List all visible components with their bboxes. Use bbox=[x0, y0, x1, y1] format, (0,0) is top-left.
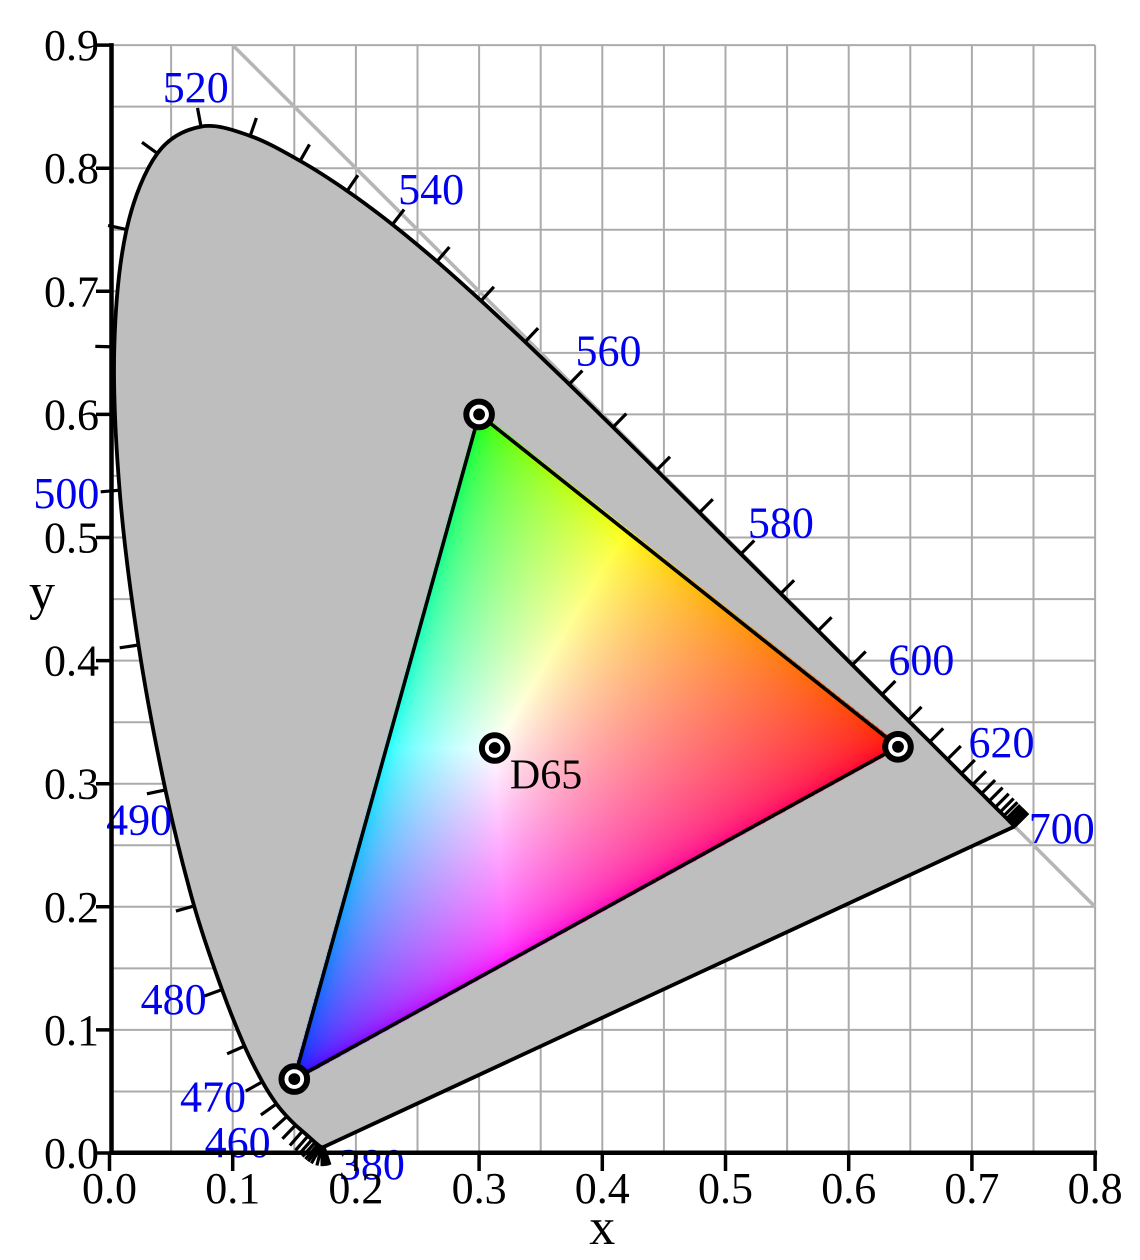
wavelength-tick bbox=[946, 744, 962, 761]
wavelength-tick bbox=[816, 616, 833, 632]
wavelength-tick bbox=[655, 455, 672, 472]
x-axis-tick-label: 0.2 bbox=[328, 1164, 383, 1213]
wavelength-tick bbox=[1002, 801, 1019, 817]
wavelength-tick bbox=[435, 245, 451, 263]
wavelength-tick bbox=[119, 643, 139, 650]
wavelength-tick bbox=[994, 792, 1010, 809]
y-axis-title: y bbox=[29, 564, 55, 621]
x-axis-title: x bbox=[589, 1199, 615, 1256]
y-axis-tick-label: 0.6 bbox=[44, 390, 99, 439]
wavelength-tick bbox=[271, 1115, 288, 1131]
wavelength-label-540: 540 bbox=[398, 165, 464, 214]
wavelength-tick bbox=[345, 174, 360, 192]
x-axis-tick-label: 0.6 bbox=[821, 1164, 876, 1213]
y-axis-tick-label: 0.1 bbox=[44, 1006, 99, 1055]
wavelength-tick bbox=[568, 369, 584, 386]
x-axis-tick-label: 0.3 bbox=[452, 1164, 507, 1213]
wavelength-tick bbox=[226, 1044, 246, 1056]
green-primary-marker-dot bbox=[473, 408, 485, 421]
wavelength-tick bbox=[479, 285, 496, 302]
x-axis-tick-label: 0.4 bbox=[575, 1164, 630, 1213]
green-primary-marker bbox=[463, 398, 495, 431]
wavelength-tick bbox=[294, 1134, 310, 1152]
y-axis-tick-label: 0.4 bbox=[44, 637, 99, 686]
wavelength-tick bbox=[195, 107, 203, 127]
wavelength-tick bbox=[880, 679, 897, 696]
y-axis-tick-label: 0.5 bbox=[44, 514, 99, 563]
srgb-triangle-outline bbox=[291, 411, 902, 1083]
wavelength-label-620: 620 bbox=[969, 718, 1035, 767]
wavelength-tick bbox=[245, 1080, 264, 1093]
d65-white-point-marker-dot bbox=[488, 742, 501, 754]
red-primary-marker bbox=[882, 731, 914, 763]
y-axis-tick-label: 0.0 bbox=[44, 1129, 99, 1178]
wavelength-label-600: 600 bbox=[888, 635, 954, 684]
locus-ticks bbox=[95, 107, 1030, 1167]
wavelength-label-700: 700 bbox=[1029, 804, 1095, 853]
wavelength-label-580: 580 bbox=[748, 499, 814, 548]
wavelength-tick bbox=[1005, 803, 1022, 820]
wavelength-tick bbox=[259, 1102, 278, 1117]
wavelength-tick bbox=[980, 778, 997, 795]
wavelength-tick bbox=[315, 1146, 324, 1166]
wavelength-tick bbox=[960, 758, 976, 775]
wavelength-tick bbox=[999, 797, 1015, 814]
wavelength-tick bbox=[779, 579, 796, 595]
wavelength-tick bbox=[391, 208, 406, 226]
wavelength-tick bbox=[203, 988, 223, 998]
red-primary-marker-dot bbox=[892, 740, 904, 753]
wavelength-tick bbox=[523, 327, 540, 343]
wavelength-tick bbox=[928, 727, 945, 743]
wavelength-tick bbox=[281, 1123, 297, 1140]
x-axis-tick-label: 0.5 bbox=[698, 1164, 753, 1213]
y-axis-tick-label: 0.9 bbox=[44, 21, 99, 70]
d65-label: D65 bbox=[510, 753, 582, 799]
wavelength-label-480: 480 bbox=[141, 975, 207, 1024]
wavelength-tick bbox=[146, 788, 166, 796]
wavelength-label-380: 380 bbox=[339, 1140, 405, 1189]
wavelength-tick bbox=[298, 143, 311, 162]
d65-white-point-marker bbox=[478, 732, 511, 764]
wavelength-label-470: 470 bbox=[180, 1072, 246, 1121]
wavelength-label-560: 560 bbox=[576, 326, 642, 375]
axis-ticks bbox=[96, 43, 1097, 1171]
wavelength-tick bbox=[175, 904, 195, 913]
y-axis-tick-label: 0.2 bbox=[44, 883, 99, 932]
blue-primary-marker bbox=[278, 1063, 311, 1095]
wavelength-label-500: 500 bbox=[33, 469, 99, 518]
wavelength-tick bbox=[906, 705, 923, 722]
x-axis-tick-label: 0.0 bbox=[82, 1164, 137, 1213]
x-axis-tick-label: 0.7 bbox=[944, 1164, 999, 1213]
y-axis-tick-label: 0.7 bbox=[44, 267, 99, 316]
wavelength-label-490: 490 bbox=[106, 795, 172, 844]
wavelength-tick bbox=[1007, 806, 1024, 822]
wavelength-tick bbox=[987, 786, 1004, 803]
wavelength-tick bbox=[141, 141, 159, 155]
wavelength-label-460: 460 bbox=[205, 1118, 271, 1167]
wavelength-tick bbox=[1013, 811, 1030, 828]
x-axis-tick-label: 0.1 bbox=[205, 1164, 260, 1213]
y-axis-tick-label: 0.3 bbox=[44, 760, 99, 809]
wavelength-tick bbox=[611, 412, 628, 429]
y-axis-tick-label: 0.8 bbox=[44, 144, 99, 193]
wavelength-tick bbox=[248, 117, 258, 137]
blue-primary-marker-dot bbox=[288, 1073, 301, 1085]
wavelength-tick bbox=[288, 1130, 304, 1147]
srgb-gamut-gradient bbox=[290, 410, 902, 1084]
wavelength-tick bbox=[851, 650, 867, 667]
wavelength-tick bbox=[698, 498, 714, 514]
wavelength-tick bbox=[739, 539, 756, 556]
wavelength-tick bbox=[971, 769, 988, 786]
wavelength-label-520: 520 bbox=[163, 63, 229, 112]
x-axis-tick-label: 0.8 bbox=[1068, 1164, 1123, 1213]
